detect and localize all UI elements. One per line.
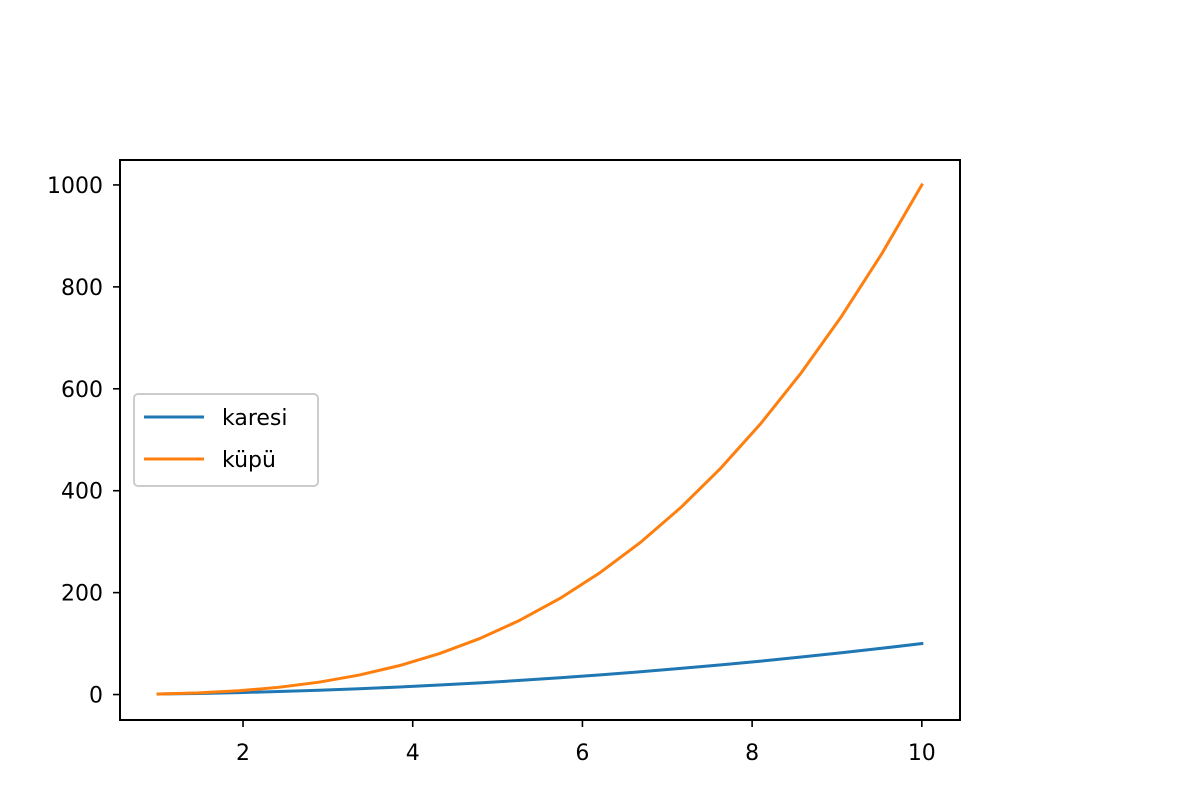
series-line-karesi (156, 641, 924, 696)
legend: karesi küpü (133, 393, 319, 487)
y-tick-label: 400 (61, 480, 103, 505)
y-tick-label: 0 (89, 684, 103, 709)
x-tick-label: 4 (406, 741, 420, 766)
x-tick-label: 2 (236, 741, 250, 766)
y-tick-label: 200 (61, 582, 103, 607)
legend-label: küpü (222, 448, 276, 473)
x-tick-label: 6 (575, 741, 589, 766)
legend-label: karesi (222, 406, 288, 431)
series-line-k-p- (156, 182, 924, 696)
x-tick-label: 8 (745, 741, 759, 766)
x-tick-label: 10 (908, 741, 936, 766)
y-tick-label: 1000 (47, 174, 103, 199)
x-axis: 2 4 6 8 10 (236, 720, 936, 766)
y-tick-label: 800 (61, 276, 103, 301)
y-axis: 0 200 400 600 800 1000 (47, 174, 120, 709)
plot-area-frame (119, 159, 961, 721)
series-layer (156, 182, 924, 696)
y-tick-label: 600 (61, 378, 103, 403)
